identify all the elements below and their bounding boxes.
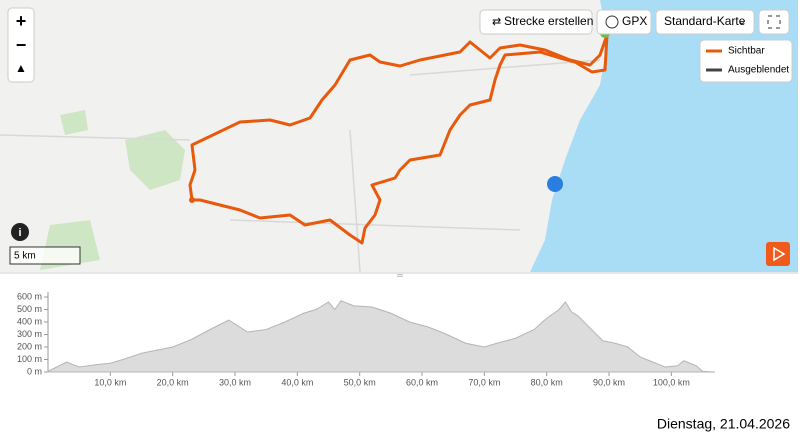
y-tick-label: 500 m: [17, 304, 42, 314]
photo-marker[interactable]: [547, 176, 563, 192]
legend-label[interactable]: Ausgeblendet: [728, 65, 789, 76]
create-route-label: Strecke erstellen: [504, 14, 593, 28]
y-tick-label: 100 m: [17, 354, 42, 364]
compass[interactable]: ▲: [15, 61, 27, 75]
create-route-button[interactable]: [479, 9, 593, 35]
download-icon: [605, 15, 619, 29]
x-tick-label: 90,0 km: [593, 377, 625, 387]
map-style-button[interactable]: [655, 9, 755, 35]
scale-label: 5 km: [14, 251, 36, 262]
forest: [40, 110, 185, 270]
y-tick-label: 400 m: [17, 316, 42, 326]
dropdown-icon: ⌄: [738, 17, 746, 28]
x-tick-label: 70,0 km: [468, 377, 500, 387]
info-button[interactable]: [11, 223, 29, 241]
fullscreen-button[interactable]: [758, 9, 790, 35]
zoom-out[interactable]: −: [16, 35, 27, 55]
map-style-label: Standard-Karte: [664, 14, 746, 28]
play-icon: [773, 246, 786, 262]
y-tick-label: 0 m: [27, 366, 42, 376]
legend-label[interactable]: Sichtbar: [728, 46, 765, 57]
route-icon: ⇄: [492, 16, 501, 28]
info-icon: i: [18, 227, 21, 239]
gpx-label: GPX: [622, 14, 647, 28]
zoom-in[interactable]: +: [16, 11, 27, 31]
elevation-chart: 0 m 100 m 200 m 300 m 400 m 500 m 600 m 10,0 km…: [17, 291, 716, 387]
fullscreen-icon: [767, 15, 781, 29]
scale-bar: [9, 246, 81, 265]
x-tick-label: 80,0 km: [531, 377, 563, 387]
y-tick-label: 300 m: [17, 329, 42, 339]
road: [0, 59, 601, 273]
elevation-area: [47, 300, 716, 373]
x-tick-label: 100,0 km: [653, 377, 690, 387]
route-start: [189, 197, 195, 203]
x-tick-label: 50,0 km: [344, 377, 376, 387]
x-tick-label: 10,0 km: [94, 377, 126, 387]
route: [188, 33, 609, 245]
y-tick-label: 600 m: [17, 291, 42, 301]
resize-handle[interactable]: ═: [396, 271, 403, 280]
x-tick-label: 30,0 km: [219, 377, 251, 387]
date: Dienstag, 21.04.2026: [657, 416, 790, 432]
x-tick-label: 20,0 km: [157, 377, 189, 387]
zoom-controls: [7, 7, 35, 83]
x-tick-label: 40,0 km: [281, 377, 313, 387]
play-button[interactable]: [766, 242, 790, 266]
y-tick-label: 200 m: [17, 341, 42, 351]
legend: [699, 39, 793, 83]
x-tick-label: 60,0 km: [406, 377, 438, 387]
